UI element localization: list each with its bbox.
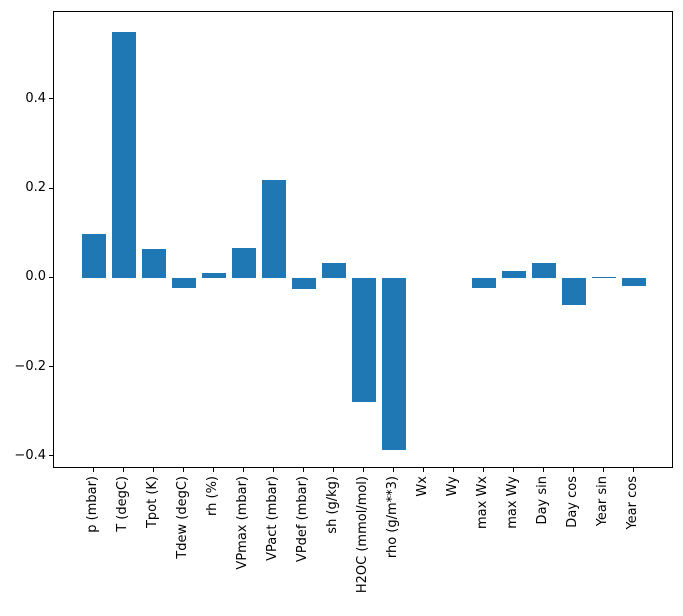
bar-p-mbar xyxy=(82,233,106,279)
x-tick-label-vpdef-mbar: VPdef (mbar) xyxy=(295,476,310,563)
x-tick-mark xyxy=(602,468,604,472)
bar-t-degc xyxy=(112,32,136,279)
x-tick-mark xyxy=(302,468,304,472)
x-tick-mark xyxy=(392,468,394,472)
y-tick-label: 0.0 xyxy=(25,269,46,285)
x-tick-mark xyxy=(212,468,214,472)
x-tick-label-rh: rh (%) xyxy=(205,476,220,516)
x-tick-mark xyxy=(422,468,424,472)
x-tick-mark xyxy=(632,468,634,472)
x-tick-label-t-degc: T (degC) xyxy=(115,476,130,532)
x-tick-label-year-cos: Year cos xyxy=(625,476,640,530)
bar-day-sin xyxy=(532,262,556,279)
bar-tdew-degc xyxy=(172,278,196,288)
x-tick-label-max-wy: max Wy xyxy=(505,476,520,529)
x-tick-mark xyxy=(152,468,154,472)
bar-tpot-k xyxy=(142,249,166,279)
bar-max-wy xyxy=(502,270,526,279)
x-tick-label-rho-g-m-3: rho (g/m**3) xyxy=(385,476,400,559)
y-tick-label: 0.2 xyxy=(25,180,46,196)
x-tick-label-year-sin: Year sin xyxy=(595,476,610,527)
x-tick-label-sh-g-kg: sh (g/kg) xyxy=(325,476,340,534)
x-tick-label-vpact-mbar: VPact (mbar) xyxy=(265,476,280,561)
bar-vpmax-mbar xyxy=(232,248,256,279)
x-tick-mark xyxy=(452,468,454,472)
x-tick-mark xyxy=(542,468,544,472)
x-tick-mark xyxy=(182,468,184,472)
x-tick-label-wx: Wx xyxy=(415,476,430,497)
bar-sh-g-kg xyxy=(322,263,346,279)
y-tick-label: −0.2 xyxy=(14,358,46,374)
bar-day-cos xyxy=(562,278,586,306)
x-tick-mark xyxy=(92,468,94,472)
bar-h2oc-mmol-mol xyxy=(352,278,376,403)
y-tick-mark xyxy=(49,187,53,189)
y-tick-mark xyxy=(49,98,53,100)
x-tick-mark xyxy=(362,468,364,472)
x-tick-label-h2oc-mmol-mol: H2OC (mmol/mol) xyxy=(355,476,370,594)
y-tick-label: −0.4 xyxy=(14,447,46,463)
y-tick-label: 0.4 xyxy=(25,90,46,106)
bar-vpact-mbar xyxy=(262,180,286,279)
x-tick-mark xyxy=(122,468,124,472)
bar-rho-g-m-3 xyxy=(382,278,406,451)
plot-area xyxy=(53,11,673,468)
x-tick-label-max-wx: max Wx xyxy=(475,476,490,530)
bar-year-sin xyxy=(592,277,616,279)
x-tick-label-day-cos: Day cos xyxy=(565,476,580,528)
x-tick-label-p-mbar: p (mbar) xyxy=(85,476,100,533)
x-tick-mark xyxy=(512,468,514,472)
y-tick-mark xyxy=(49,455,53,457)
x-tick-mark xyxy=(332,468,334,472)
bar-max-wx xyxy=(472,278,496,288)
x-tick-mark xyxy=(482,468,484,472)
x-tick-label-tpot-k: Tpot (K) xyxy=(145,476,160,529)
bar-rh xyxy=(202,272,226,279)
x-tick-label-wy: Wy xyxy=(445,476,460,497)
x-tick-mark xyxy=(272,468,274,472)
x-tick-mark xyxy=(242,468,244,472)
bar-year-cos xyxy=(622,278,646,286)
y-tick-mark xyxy=(49,276,53,278)
x-tick-label-tdew-degc: Tdew (degC) xyxy=(175,476,190,559)
x-tick-label-day-sin: Day sin xyxy=(535,476,550,525)
x-tick-mark xyxy=(572,468,574,472)
bar-vpdef-mbar xyxy=(292,278,316,290)
y-tick-mark xyxy=(49,366,53,368)
x-tick-label-vpmax-mbar: VPmax (mbar) xyxy=(235,476,250,570)
